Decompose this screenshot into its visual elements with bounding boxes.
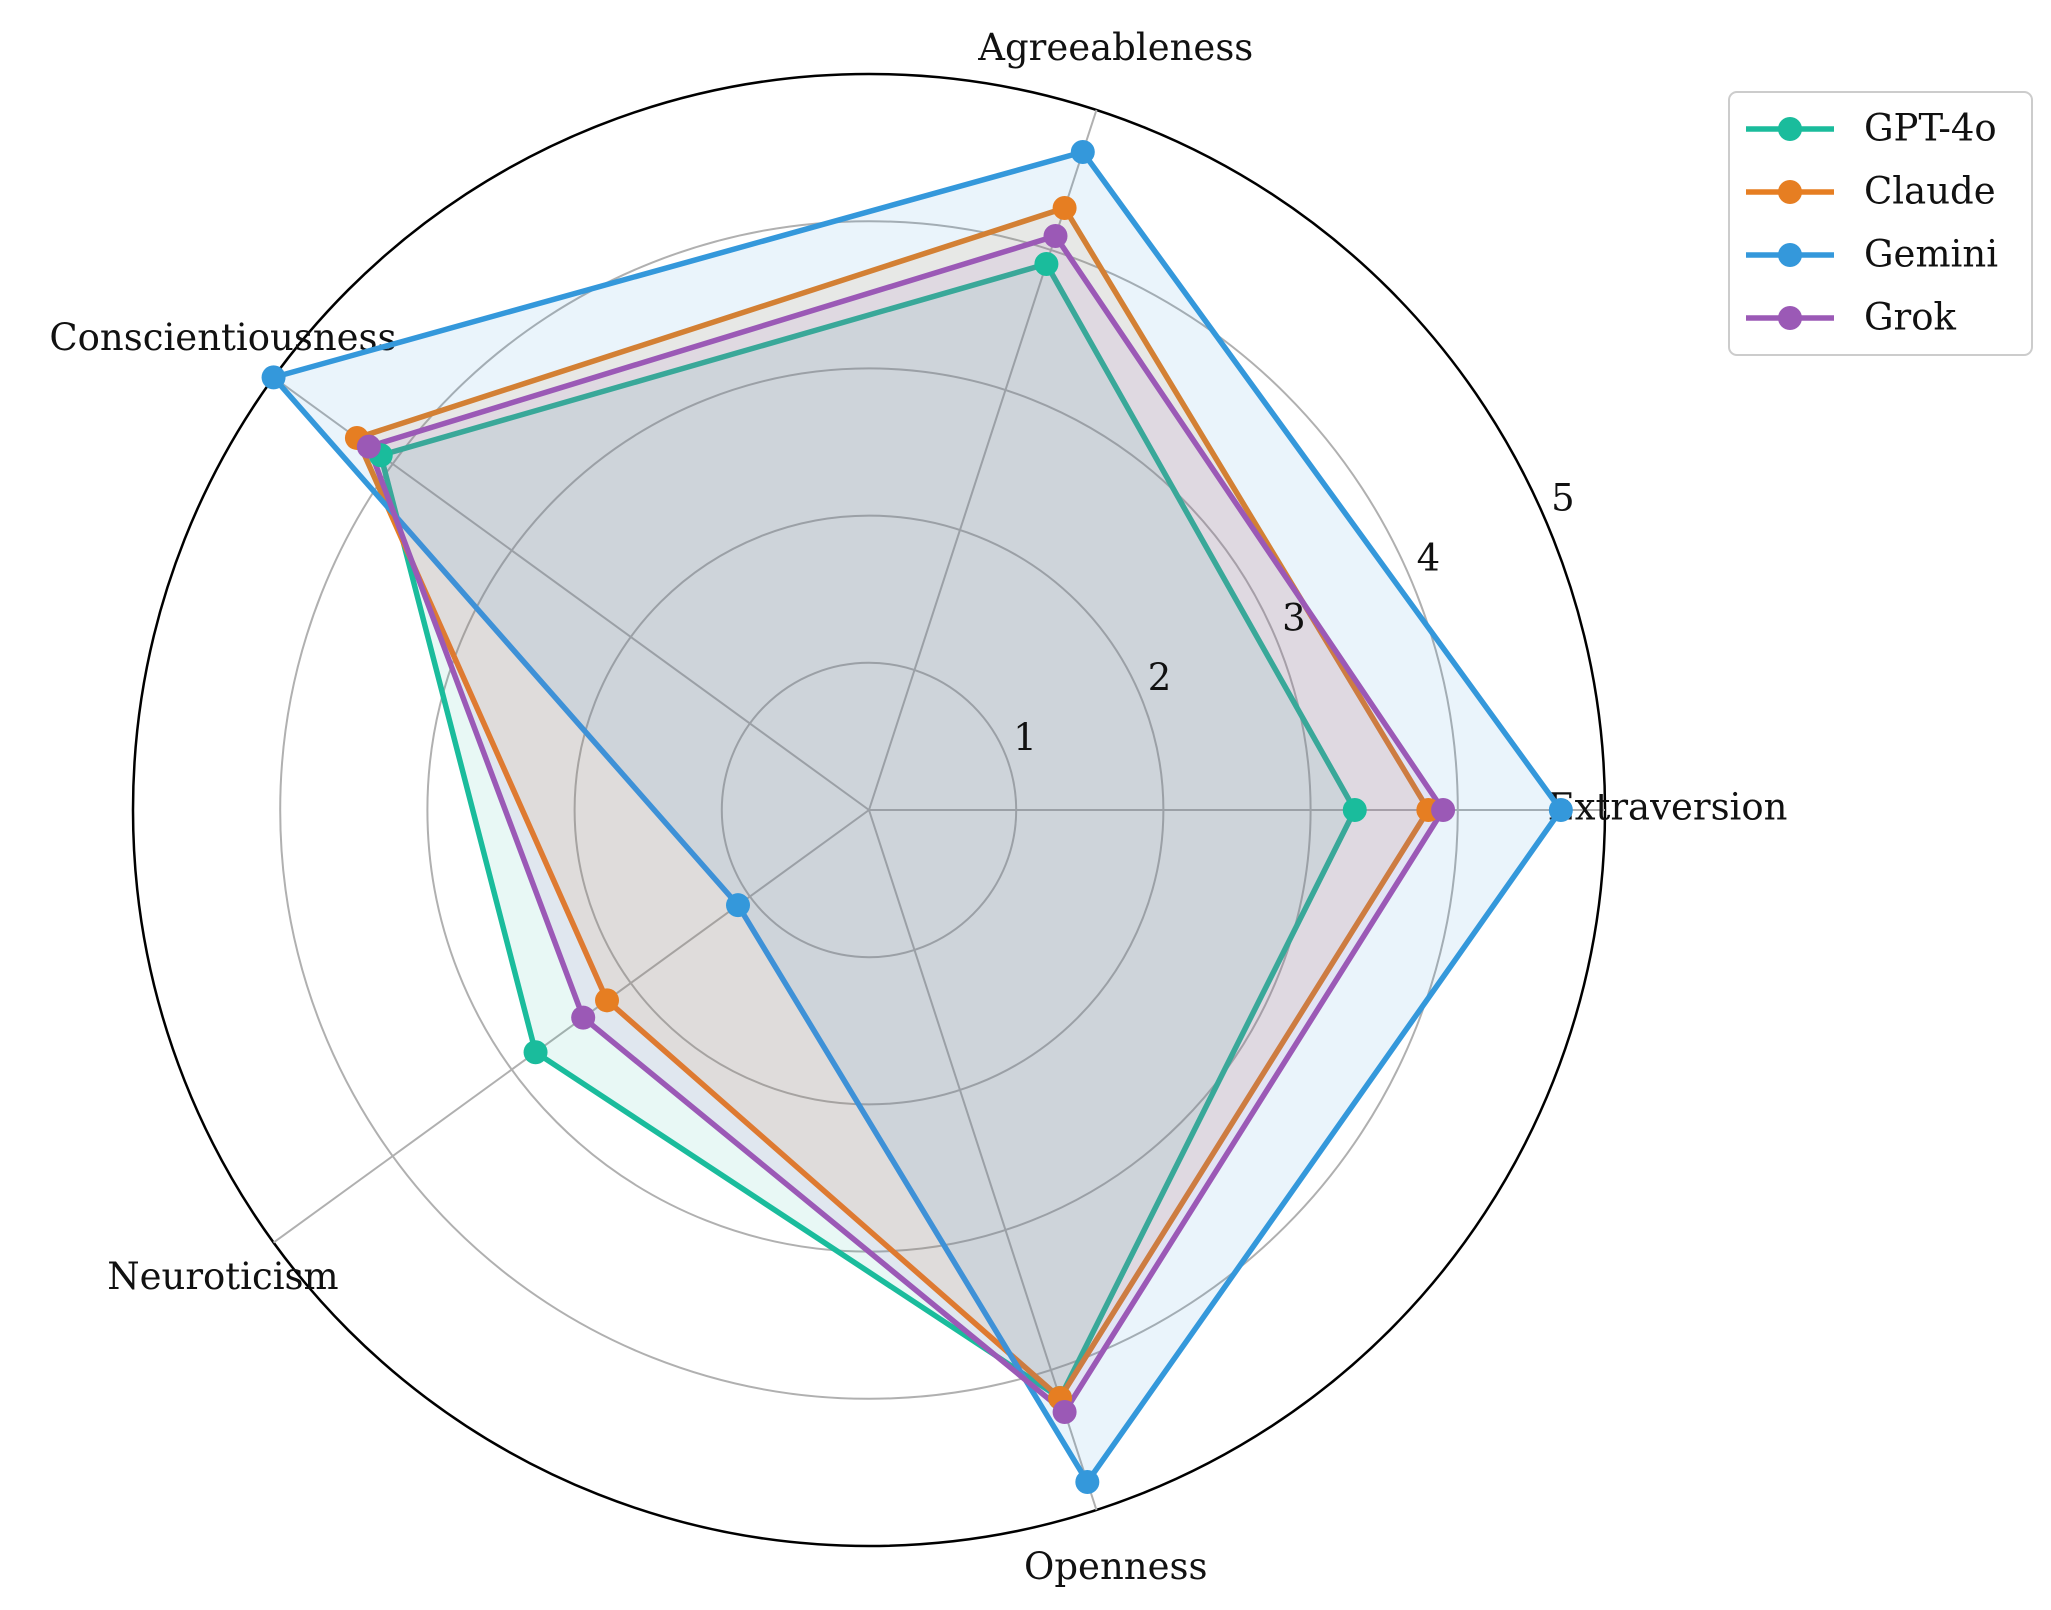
legend: GPT-4o Claude Gemini Grok (1728, 91, 2033, 356)
marker (1342, 798, 1367, 822)
category-label: Conscientiousness (49, 316, 396, 359)
category-label: Neuroticism (107, 1255, 338, 1298)
marker (356, 434, 381, 459)
legend-label: Gemini (1864, 233, 1998, 276)
r-tick-label: 5 (1551, 477, 1575, 520)
marker (1548, 798, 1573, 822)
legend-marker (1778, 306, 1802, 330)
series-area (354, 205, 1432, 1401)
r-tick-label: 3 (1282, 596, 1306, 639)
r-tick-label: 1 (1013, 716, 1037, 759)
series-area (377, 261, 1358, 1401)
legend-label: Claude (1864, 170, 1996, 213)
marker (261, 365, 286, 390)
legend-marker (1778, 180, 1802, 204)
marker (726, 893, 751, 918)
marker (1043, 224, 1068, 249)
series-area (366, 233, 1446, 1415)
category-label: Agreeableness (977, 26, 1253, 69)
marker (595, 988, 620, 1013)
legend-frame (1728, 91, 2033, 356)
marker (571, 1005, 596, 1030)
category-label: Openness (1024, 1545, 1207, 1588)
marker (1034, 252, 1059, 277)
marker (523, 1040, 548, 1065)
legend-label: Grok (1864, 296, 1957, 339)
legend-label: GPT-4o (1864, 107, 1997, 150)
marker (1070, 140, 1095, 165)
r-tick-label: 2 (1148, 656, 1172, 699)
category-label: Extraversion (1548, 786, 1788, 829)
marker (1052, 196, 1077, 221)
marker (1431, 798, 1456, 822)
spoke (272, 809, 870, 1244)
marker (1052, 1399, 1077, 1424)
r-tick-label: 4 (1417, 536, 1441, 579)
legend-marker (1778, 243, 1802, 267)
series-area (270, 149, 1564, 1485)
legend-marker (1778, 117, 1802, 141)
marker (1075, 1469, 1100, 1494)
